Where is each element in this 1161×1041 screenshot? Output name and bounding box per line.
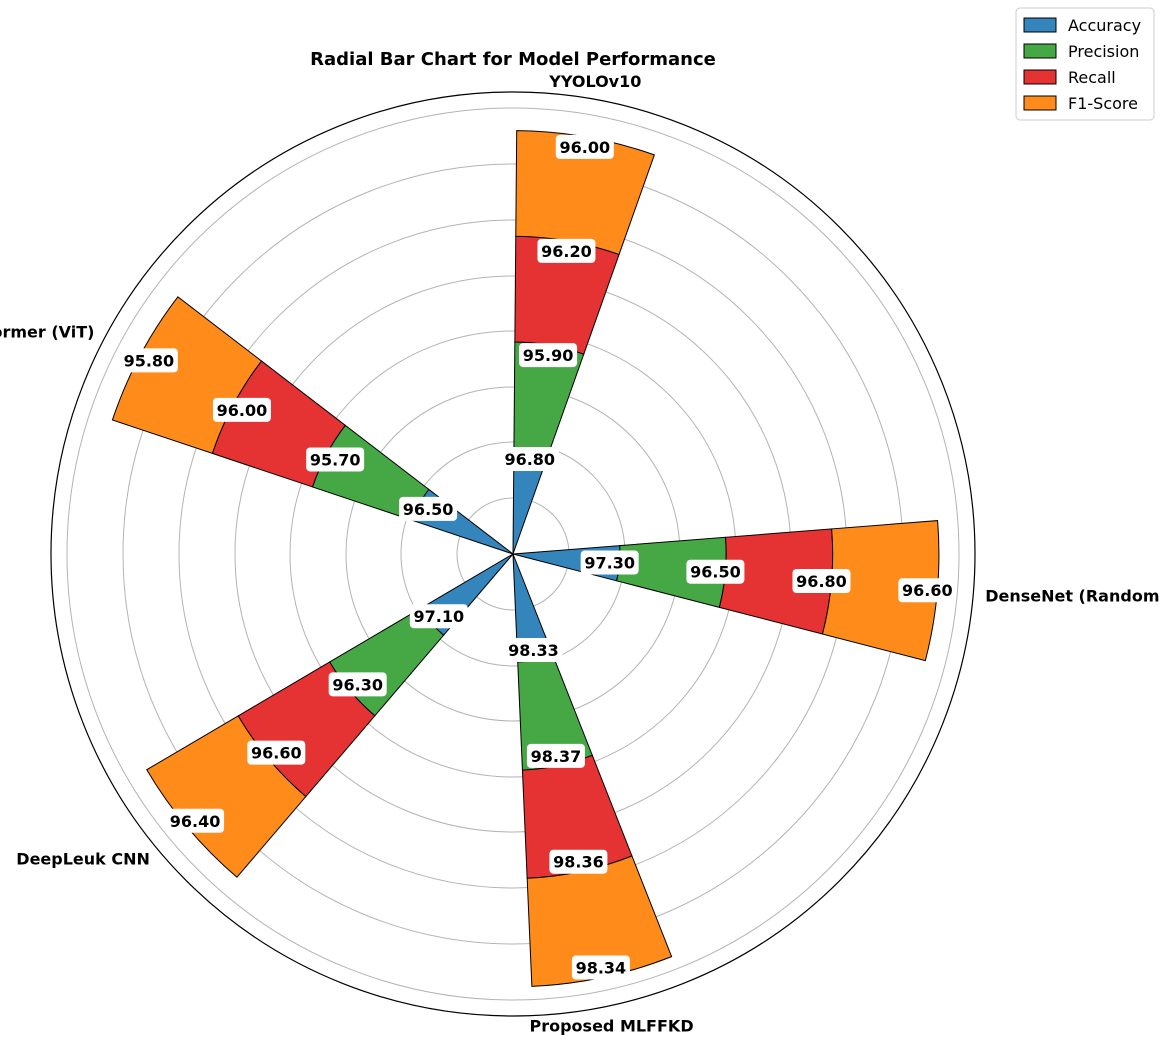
value-label: 96.50 [399, 496, 458, 521]
grid-circle-8 [66, 107, 960, 1001]
value-label: 96.50 [686, 559, 745, 584]
svg-text:96.40: 96.40 [170, 812, 221, 831]
svg-text:96.50: 96.50 [403, 500, 454, 519]
value-label: 97.10 [409, 604, 468, 629]
legend-label-precision: Precision [1068, 42, 1139, 61]
value-labels: 97.30 96.50 96.80 96.60 96.80 95.90 96.20 96.00… [119, 134, 957, 980]
svg-text:96.60: 96.60 [902, 581, 953, 600]
svg-text:96.80: 96.80 [504, 450, 555, 469]
legend-swatch-precision [1023, 43, 1057, 59]
value-label: 96.00 [555, 134, 614, 159]
value-label: 96.40 [166, 808, 225, 833]
svg-text:96.80: 96.80 [796, 572, 847, 591]
category-label: Proposed MLFFKD [529, 1017, 693, 1036]
category-label: YYOLOv10 [548, 72, 641, 91]
svg-text:98.33: 98.33 [508, 641, 559, 660]
svg-text:96.00: 96.00 [559, 138, 610, 157]
category-label: DeepLeuk CNN [16, 850, 150, 869]
value-label: 95.70 [306, 447, 365, 472]
value-label: 97.30 [580, 550, 639, 575]
value-label: 98.34 [571, 955, 630, 980]
svg-text:97.10: 97.10 [414, 607, 465, 626]
legend-label-recall: Recall [1068, 68, 1116, 87]
svg-text:98.36: 98.36 [553, 853, 604, 872]
value-label: 98.36 [549, 849, 608, 874]
svg-text:95.70: 95.70 [310, 450, 361, 469]
value-label: 96.30 [328, 672, 387, 697]
svg-text:96.60: 96.60 [251, 744, 302, 763]
svg-text:98.34: 98.34 [576, 959, 627, 978]
category-labels: DenseNet (Random Search) YYOLOv10 Vision T… [0, 72, 1161, 1035]
value-label: 96.60 [247, 740, 306, 765]
svg-text:96.00: 96.00 [217, 401, 268, 420]
legend-swatch-recall [1023, 69, 1057, 85]
bar-0-f1-score [821, 520, 940, 662]
legend-swatch-accuracy [1023, 17, 1057, 33]
value-label: 98.33 [504, 638, 563, 663]
svg-text:96.20: 96.20 [541, 242, 592, 261]
value-label: 95.90 [519, 343, 578, 368]
svg-text:95.80: 95.80 [124, 351, 175, 370]
bar-4-f1-score [526, 855, 673, 987]
svg-text:95.90: 95.90 [523, 346, 574, 365]
bars-layer [111, 130, 940, 987]
category-label: Vision Transformer (ViT) [0, 322, 94, 341]
svg-text:98.37: 98.37 [531, 747, 582, 766]
value-label: 96.60 [898, 578, 957, 603]
legend-label-f1-score: F1-Score [1068, 94, 1138, 113]
legend: Accuracy Precision Recall F1-Score [1015, 7, 1155, 121]
value-label: 95.80 [119, 348, 178, 373]
svg-text:96.50: 96.50 [690, 563, 741, 582]
svg-text:97.30: 97.30 [584, 553, 635, 572]
legend-box [1015, 7, 1155, 121]
svg-text:96.30: 96.30 [332, 675, 383, 694]
polar-frame [50, 91, 976, 1017]
legend-swatch-f1-score [1023, 95, 1057, 111]
value-label: 96.80 [792, 568, 851, 593]
chart-title: Radial Bar Chart for Model Performance [310, 49, 716, 70]
value-label: 96.80 [500, 446, 559, 471]
category-label: DenseNet (Random Search) [985, 586, 1161, 605]
value-label: 98.37 [526, 743, 585, 768]
value-label: 96.20 [537, 238, 596, 263]
legend-label-accuracy: Accuracy [1068, 16, 1141, 35]
value-label: 96.00 [212, 397, 271, 422]
